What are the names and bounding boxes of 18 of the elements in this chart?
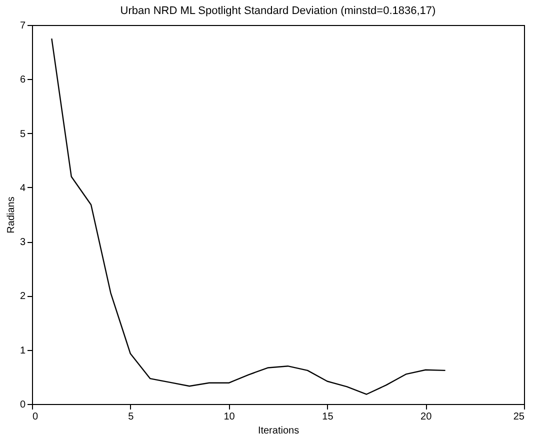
- y-tick-label: 7: [20, 20, 26, 32]
- y-tick-label: 4: [20, 182, 26, 194]
- y-tick-label: 3: [20, 237, 26, 248]
- y-tick-label: 2: [20, 291, 26, 302]
- x-tick-label: 0: [32, 412, 38, 422]
- y-tick-label: 0: [20, 400, 26, 410]
- line-series: [51, 38, 446, 395]
- x-tick-label: 25: [513, 412, 525, 422]
- y-tick-label: 5: [20, 128, 26, 140]
- x-axis-title: Iterations: [258, 426, 300, 436]
- x-tick-label: 20: [420, 412, 432, 422]
- x-tick-label: 5: [128, 412, 134, 422]
- y-tick-label: 6: [20, 74, 26, 86]
- x-tick-label: 15: [322, 412, 334, 422]
- y-axis-title: Radians: [6, 196, 17, 234]
- x-tick-label: 10: [224, 412, 236, 422]
- chart-title: Urban NRD ML Spotlight Standard Deviation (minstd=0.1836,17): [120, 5, 436, 17]
- y-tick-label: 1: [20, 345, 26, 356]
